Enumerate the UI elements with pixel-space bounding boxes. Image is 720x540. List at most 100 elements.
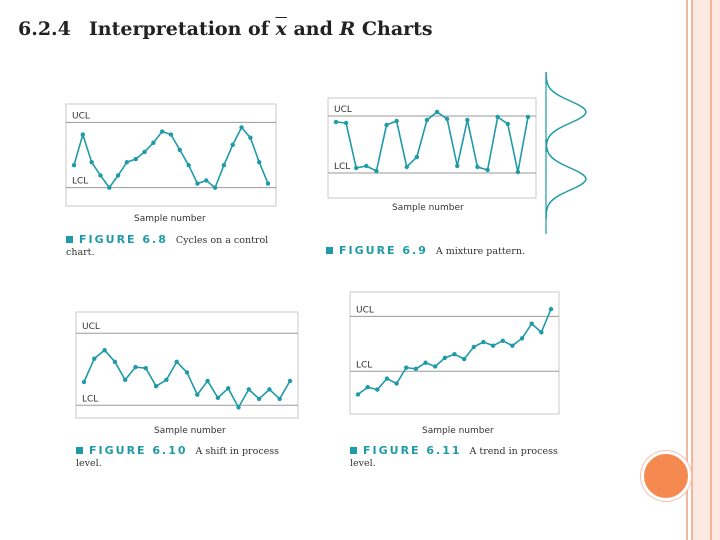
data-point	[177, 147, 183, 153]
data-point	[168, 132, 174, 137]
data-point	[89, 159, 94, 165]
decor-circle	[641, 451, 691, 501]
data-point	[404, 164, 409, 170]
data-point	[515, 169, 521, 175]
data-point	[80, 132, 86, 137]
figure-caption-text: Cycles on a control chart.	[66, 235, 269, 258]
data-point	[384, 122, 389, 128]
data-point	[133, 156, 138, 162]
data-point	[444, 116, 450, 122]
figure-label: FIGURE 6.10	[89, 444, 188, 457]
data-point	[164, 377, 169, 383]
figure-caption-text: A mixture pattern.	[435, 246, 525, 257]
data-point	[519, 336, 525, 341]
data-point	[384, 376, 390, 381]
plot-frame	[65, 103, 277, 207]
data-point	[495, 114, 500, 120]
data-point	[465, 117, 470, 123]
data-point	[195, 392, 200, 397]
data-point	[186, 163, 191, 168]
x-axis-label: Sample number	[154, 426, 226, 436]
data-point	[115, 173, 121, 178]
figure-6-11-chart: UCL LCL Sample number	[349, 291, 560, 436]
data-point	[452, 352, 457, 357]
figure-6-10-caption: FIGURE 6.10 A shift in process level.	[76, 445, 306, 470]
data-point	[434, 109, 440, 115]
title-text-1: Interpretation of	[88, 18, 276, 40]
data-point	[248, 135, 253, 140]
section-number: 6.2.4	[18, 18, 71, 40]
data-point	[510, 343, 515, 348]
data-point	[81, 379, 87, 385]
lcl-label: LCL	[334, 162, 350, 172]
data-point	[184, 370, 190, 375]
data-point	[215, 395, 221, 401]
figure-6-10-chart: UCL LCL Sample number	[75, 311, 299, 436]
caption-square-icon	[66, 236, 73, 243]
data-point	[461, 356, 467, 362]
right-decor-line-1	[686, 0, 688, 540]
figure-6-8-chart: UCL LCL Sample number	[65, 103, 277, 224]
data-point	[204, 178, 209, 183]
data-point	[142, 149, 147, 155]
caption-square-icon	[76, 447, 83, 454]
data-point	[485, 167, 490, 173]
x-axis-label: Sample number	[392, 203, 464, 213]
data-point	[355, 392, 361, 397]
figure-6-9-caption: FIGURE 6.9 A mixture pattern.	[326, 245, 546, 258]
right-decor-line-2	[691, 0, 693, 540]
data-point	[107, 185, 112, 190]
data-point	[246, 387, 251, 392]
lcl-label: LCL	[72, 177, 88, 187]
data-point	[404, 365, 409, 370]
data-point	[236, 405, 241, 410]
figure-6-11-caption: FIGURE 6.11 A trend in process level.	[350, 445, 570, 470]
data-point	[394, 381, 399, 386]
data-point	[354, 165, 359, 171]
figure-label: FIGURE 6.8	[79, 233, 168, 246]
figure-label: FIGURE 6.11	[363, 444, 462, 457]
figure-caption-text: A trend in process level.	[350, 446, 558, 469]
data-point	[481, 339, 486, 345]
data-point	[413, 366, 419, 372]
data-point	[102, 347, 107, 353]
distribution-curve-lower	[545, 139, 587, 219]
data-point	[221, 163, 227, 168]
title-text-2: and	[286, 18, 340, 40]
data-point	[423, 360, 428, 365]
data-point	[500, 338, 505, 343]
data-point	[239, 125, 244, 130]
data-point	[365, 384, 370, 390]
caption-square-icon	[326, 247, 333, 254]
x-axis-label: Sample number	[422, 426, 494, 436]
data-point	[490, 343, 496, 348]
figure-label: FIGURE 6.9	[339, 244, 428, 257]
data-point	[539, 330, 544, 335]
ucl-label: UCL	[72, 111, 90, 121]
caption-square-icon	[350, 447, 357, 454]
title-text-3: Charts	[355, 18, 433, 40]
data-point	[112, 359, 118, 365]
ucl-label: UCL	[334, 105, 352, 115]
data-point	[333, 119, 339, 125]
data-point	[455, 163, 460, 169]
lcl-label: LCL	[356, 360, 372, 370]
right-decor-line-3	[710, 0, 712, 540]
ucl-label: UCL	[356, 305, 374, 315]
data-point	[475, 164, 480, 170]
data-point	[394, 118, 399, 124]
distribution-curve-upper	[545, 72, 587, 152]
data-point	[287, 378, 293, 384]
data-point	[364, 163, 369, 169]
data-point	[124, 159, 130, 165]
data-point	[71, 163, 77, 168]
data-point	[143, 365, 148, 371]
data-point	[529, 321, 534, 326]
figure-6-9: UCL LCL Sample number	[326, 72, 590, 234]
data-point	[159, 129, 165, 134]
data-point	[525, 114, 531, 120]
ucl-label: UCL	[82, 322, 100, 332]
data-point	[205, 378, 210, 384]
data-point	[548, 306, 554, 312]
figure-caption-text: A shift in process level.	[76, 446, 280, 469]
